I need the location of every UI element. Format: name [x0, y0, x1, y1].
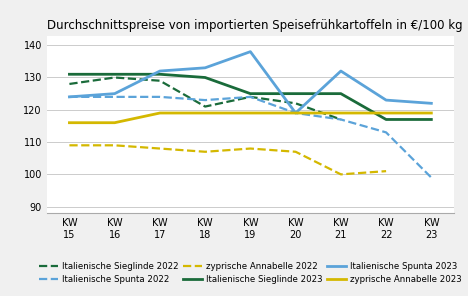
Text: Durchschnittspreise von importierten Speisefrühkartoffeln in €/100 kg: Durchschnittspreise von importierten Spe… [47, 19, 462, 32]
Legend: Italienische Sieglinde 2022, Italienische Spunta 2022, zyprische Annabelle 2022,: Italienische Sieglinde 2022, Italienisch… [39, 262, 461, 284]
